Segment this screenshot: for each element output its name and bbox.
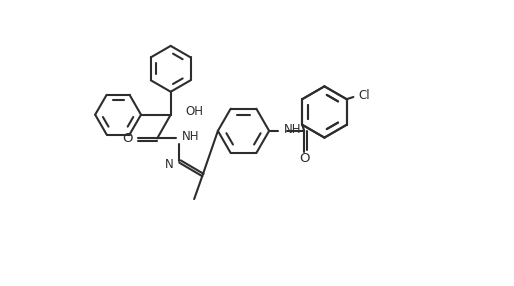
Text: O: O	[122, 132, 133, 145]
Text: NH: NH	[284, 123, 302, 136]
Text: OH: OH	[186, 105, 204, 118]
Text: Cl: Cl	[358, 89, 370, 102]
Text: N: N	[164, 158, 173, 171]
Text: O: O	[300, 152, 310, 165]
Text: NH: NH	[182, 130, 199, 143]
